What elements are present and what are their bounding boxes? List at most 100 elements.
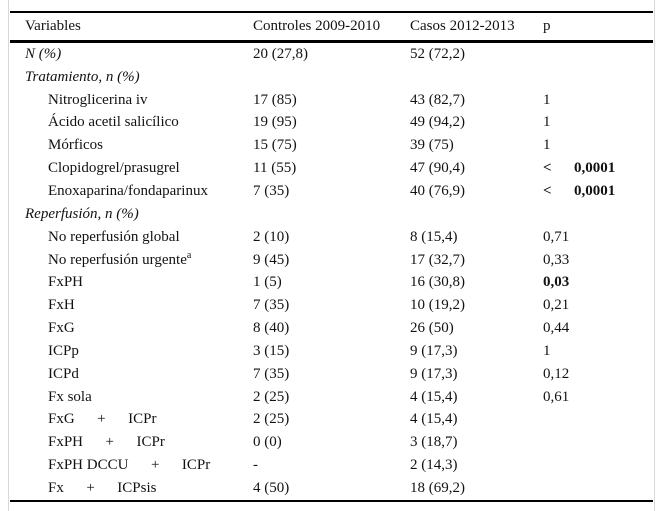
controles-value: 7 (35) — [253, 365, 290, 382]
row-label: FxG — [48, 320, 75, 337]
row-label: ICPp — [48, 342, 79, 359]
row-label: Reperfusión, n (%) — [25, 205, 139, 222]
table-row: Mórficos 15 (75) 39 (75) 1 — [10, 134, 653, 157]
controles-value: 3 (15) — [253, 342, 290, 359]
p-value: 0,12 — [543, 365, 570, 382]
table-header-row: Variables Controles 2009-2010 Casos 2012… — [10, 11, 653, 43]
casos-value: 4 (15,4) — [410, 411, 458, 428]
casos-value: 4 (15,4) — [410, 388, 458, 405]
page-edge-right — [654, 0, 655, 511]
p-value: 0,03 — [543, 274, 570, 291]
table-row: FxH 7 (35) 10 (19,2) 0,21 — [10, 294, 653, 317]
casos-value: 9 (17,3) — [410, 342, 458, 359]
casos-value: 52 (72,2) — [410, 45, 465, 62]
controles-value: 2 (25) — [253, 388, 290, 405]
casos-value: 43 (82,7) — [410, 91, 465, 108]
casos-value: 18 (69,2) — [410, 479, 465, 496]
controles-value: 9 (45) — [253, 251, 290, 268]
p-value: 0,33 — [543, 251, 570, 268]
results-table: Variables Controles 2009-2010 Casos 2012… — [10, 11, 653, 502]
casos-value: 10 (19,2) — [410, 297, 465, 314]
casos-value: 17 (32,7) — [410, 251, 465, 268]
page-edge-left — [8, 0, 9, 511]
controles-value: 4 (50) — [253, 479, 290, 496]
casos-value: 8 (15,4) — [410, 228, 458, 245]
casos-value: 9 (17,3) — [410, 365, 458, 382]
casos-value: 39 (75) — [410, 137, 454, 154]
p-value: 0,61 — [543, 388, 570, 405]
table-row: No reperfusión urgentea 9 (45) 17 (32,7) 0,… — [10, 249, 653, 272]
table-row: Enoxaparina/fondaparinux 7 (35) 40 (76,9) <… — [10, 180, 653, 203]
casos-value: 2 (14,3) — [410, 457, 458, 474]
row-label: Enoxaparina/fondaparinux — [48, 182, 208, 199]
casos-value: 49 (94,2) — [410, 114, 465, 131]
casos-value: 3 (18,7) — [410, 434, 458, 451]
casos-value: 16 (30,8) — [410, 274, 465, 291]
controles-value: 2 (10) — [253, 228, 290, 245]
p-value: 0,21 — [543, 297, 570, 314]
row-label: Tratamiento, n (%) — [25, 68, 140, 85]
p-value: 0,44 — [543, 320, 570, 337]
table-row: ICPd 7 (35) 9 (17,3) 0,12 — [10, 363, 653, 386]
table-row: FxG 8 (40) 26 (50) 0,44 — [10, 317, 653, 340]
table-row: Fx + ICPsis 4 (50) 18 (69,2) — [10, 477, 653, 500]
table-row: FxPH DCCU + ICPr - 2 (14,3) — [10, 454, 653, 477]
controles-value: 20 (27,8) — [253, 45, 308, 62]
table-row: Ácido acetil salicílico 19 (95) 49 (94,2) 1 — [10, 112, 653, 135]
controles-value: - — [253, 457, 258, 474]
row-label: Nitroglicerina iv — [48, 91, 148, 108]
table-row: Reperfusión, n (%) — [10, 203, 653, 226]
controles-value: 2 (25) — [253, 411, 290, 428]
casos-value: 40 (76,9) — [410, 182, 465, 199]
table-row: Fx sola 2 (25) 4 (15,4) 0,61 — [10, 386, 653, 409]
table-row: ICPp 3 (15) 9 (17,3) 1 — [10, 340, 653, 363]
controles-value: 0 (0) — [253, 434, 282, 451]
row-label: No reperfusión global — [48, 228, 180, 245]
table-body: N (%) 20 (27,8) 52 (72,2) Tratamiento, n (%… — [10, 43, 653, 502]
table-row: FxPH + ICPr 0 (0) 3 (18,7) — [10, 431, 653, 454]
row-label: FxPH + ICPr — [48, 434, 165, 451]
row-label: N (%) — [25, 45, 62, 62]
row-label: Mórficos — [48, 137, 103, 154]
casos-value: 26 (50) — [410, 320, 454, 337]
controles-value: 7 (35) — [253, 182, 290, 199]
p-value: < 0,0001 — [543, 182, 616, 199]
p-value: 1 — [543, 137, 551, 154]
casos-value: 47 (90,4) — [410, 160, 465, 177]
controles-value: 8 (40) — [253, 320, 290, 337]
row-label: No reperfusión urgentea — [48, 249, 192, 268]
p-value: 1 — [543, 114, 551, 131]
p-value: < 0,0001 — [543, 160, 616, 177]
table-row: Nitroglicerina iv 17 (85) 43 (82,7) 1 — [10, 89, 653, 112]
row-label: Ácido acetil salicílico — [48, 114, 179, 131]
row-label: Clopidogrel/prasugrel — [48, 160, 180, 177]
row-label: ICPd — [48, 365, 79, 382]
table-row: Tratamiento, n (%) — [10, 66, 653, 89]
column-header-controles: Controles 2009-2010 — [253, 18, 381, 34]
table-row: N (%) 20 (27,8) 52 (72,2) — [10, 43, 653, 66]
row-label: Fx + ICPsis — [48, 479, 157, 496]
column-header-casos: Casos 2012-2013 — [410, 18, 515, 34]
p-value: 0,71 — [543, 228, 570, 245]
p-value: 1 — [543, 91, 551, 108]
row-label-superscript: a — [186, 249, 192, 261]
p-value: 1 — [543, 342, 551, 359]
column-header-variables: Variables — [25, 18, 81, 34]
controles-value: 19 (95) — [253, 114, 297, 131]
table-row: FxG + ICPr 2 (25) 4 (15,4) — [10, 409, 653, 432]
row-label: FxG + ICPr — [48, 411, 157, 428]
row-label: FxPH — [48, 274, 84, 291]
table-row: FxPH 1 (5) 16 (30,8) 0,03 — [10, 271, 653, 294]
controles-value: 15 (75) — [253, 137, 297, 154]
row-label: FxPH DCCU + ICPr — [48, 457, 211, 474]
row-label: FxH — [48, 297, 75, 314]
controles-value: 11 (55) — [253, 160, 297, 177]
controles-value: 17 (85) — [253, 91, 297, 108]
row-label: Fx sola — [48, 388, 92, 405]
table-row: No reperfusión global 2 (10) 8 (15,4) 0,71 — [10, 226, 653, 249]
column-header-p: p — [543, 18, 551, 34]
controles-value: 7 (35) — [253, 297, 290, 314]
controles-value: 1 (5) — [253, 274, 282, 291]
table-row: Clopidogrel/prasugrel 11 (55) 47 (90,4) < 0… — [10, 157, 653, 180]
